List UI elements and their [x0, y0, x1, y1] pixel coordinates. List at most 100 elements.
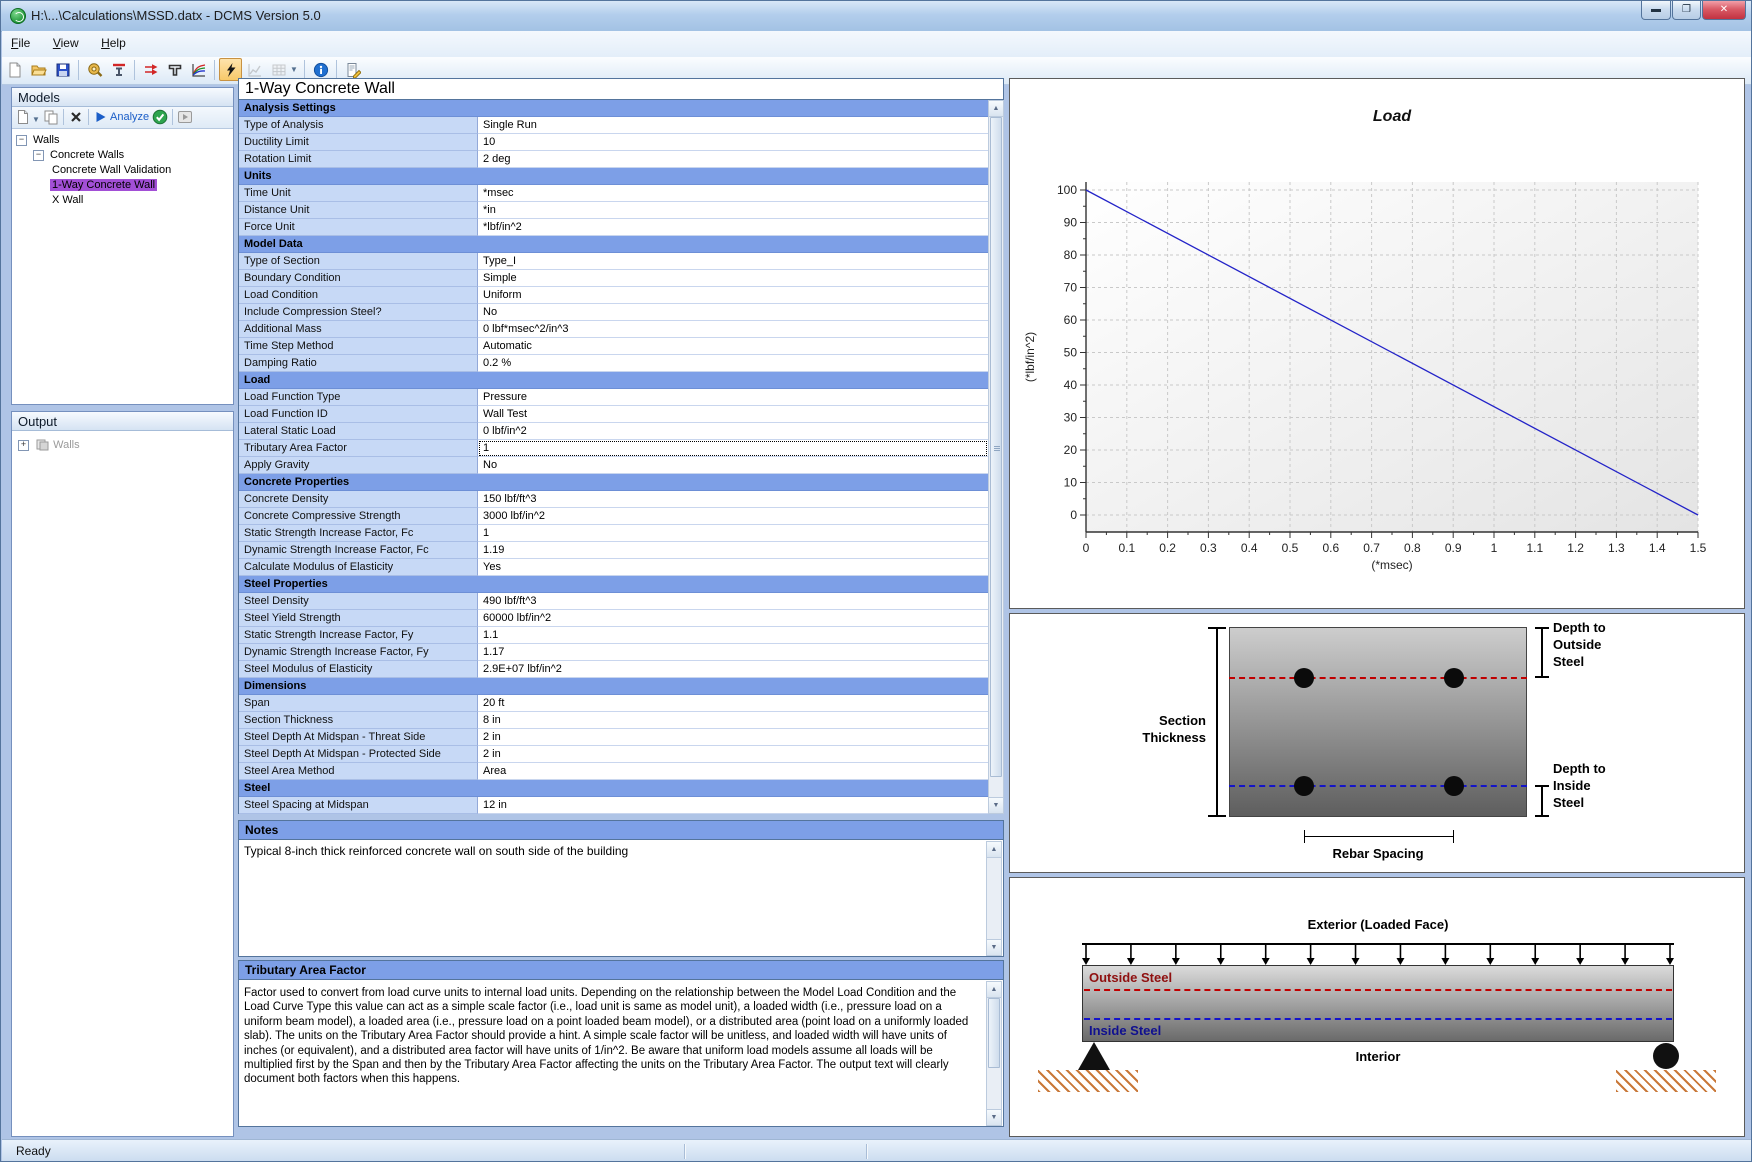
property-label[interactable]: Calculate Modulus of Elasticity — [239, 559, 478, 576]
help-scrollbar[interactable]: ▲ ▼ — [986, 981, 1002, 1126]
collapse-icon[interactable]: − — [16, 135, 27, 146]
property-label[interactable]: Concrete Compressive Strength — [239, 508, 478, 525]
property-value[interactable]: 2 in — [478, 729, 988, 746]
scroll-down-arrow[interactable]: ▼ — [987, 1109, 1001, 1125]
property-value[interactable]: 150 lbf/ft^3 — [478, 491, 988, 508]
load-curves-button[interactable] — [187, 58, 210, 81]
property-value[interactable]: 1 — [478, 440, 988, 457]
collapse-icon[interactable]: − — [33, 150, 44, 161]
property-value[interactable]: 0 lbf*msec^2/in^3 — [478, 321, 988, 338]
menu-help[interactable]: Help — [92, 31, 135, 55]
property-label[interactable]: Damping Ratio — [239, 355, 478, 372]
tree-item-1-way-concrete-wall[interactable]: 1-Way Concrete Wall — [50, 179, 157, 193]
property-value[interactable]: Yes — [478, 559, 988, 576]
property-value[interactable]: 2.9E+07 lbf/in^2 — [478, 661, 988, 678]
property-value[interactable]: Wall Test — [478, 406, 988, 423]
property-value[interactable]: 1.19 — [478, 542, 988, 559]
property-label[interactable]: Type of Section — [239, 253, 478, 270]
property-label[interactable]: Section Thickness — [239, 712, 478, 729]
model-copy-button[interactable] — [42, 108, 60, 126]
property-label[interactable]: Lateral Static Load — [239, 423, 478, 440]
output-tree-item[interactable]: + Walls — [18, 439, 80, 451]
property-value[interactable]: 10 — [478, 134, 988, 151]
property-label[interactable]: Rotation Limit — [239, 151, 478, 168]
property-value[interactable]: 2 deg — [478, 151, 988, 168]
property-value[interactable]: Simple — [478, 270, 988, 287]
notes-scrollbar[interactable]: ▲ ▼ — [986, 841, 1002, 956]
new-document-button[interactable] — [3, 58, 26, 81]
dropdown-caret-icon[interactable]: ▼ — [290, 57, 300, 80]
scroll-down-arrow[interactable]: ▼ — [987, 939, 1001, 955]
validate-check-button[interactable] — [151, 108, 169, 126]
open-file-button[interactable] — [27, 58, 50, 81]
property-value[interactable]: Pressure — [478, 389, 988, 406]
scroll-down-arrow[interactable]: ▼ — [989, 797, 1003, 813]
property-label[interactable]: Tributary Area Factor — [239, 440, 478, 457]
load-arrows-button[interactable] — [139, 58, 162, 81]
model-new-button[interactable] — [14, 108, 32, 126]
analyze-play-button[interactable]: Analyze — [92, 108, 151, 126]
property-label[interactable]: Steel Depth At Midspan - Protected Side — [239, 746, 478, 763]
property-value[interactable]: 3000 lbf/in^2 — [478, 508, 988, 525]
property-label[interactable]: Dynamic Strength Increase Factor, Fc — [239, 542, 478, 559]
scroll-up-arrow[interactable]: ▲ — [987, 842, 1001, 858]
property-value[interactable]: 20 ft — [478, 695, 988, 712]
scrollbar-thumb[interactable] — [990, 117, 1002, 777]
property-label[interactable]: Load Condition — [239, 287, 478, 304]
tree-item-walls[interactable]: −Walls — [16, 134, 61, 148]
property-value[interactable]: Area — [478, 763, 988, 780]
property-label[interactable]: Time Step Method — [239, 338, 478, 355]
property-value[interactable]: Single Run — [478, 117, 988, 134]
property-label[interactable]: Static Strength Increase Factor, Fy — [239, 627, 478, 644]
property-label[interactable]: Distance Unit — [239, 202, 478, 219]
tree-item-x-wall[interactable]: X Wall — [50, 194, 85, 208]
property-value[interactable]: *msec — [478, 185, 988, 202]
scroll-up-arrow[interactable]: ▲ — [987, 982, 1001, 998]
property-label[interactable]: Load Function ID — [239, 406, 478, 423]
property-label[interactable]: Include Compression Steel? — [239, 304, 478, 321]
minimize-button[interactable]: ▬ — [1641, 1, 1671, 20]
section-ibeam-button[interactable] — [107, 58, 130, 81]
units-measure-button[interactable] — [83, 58, 106, 81]
maximize-button[interactable]: ❐ — [1672, 1, 1701, 20]
property-value[interactable]: 1 — [478, 525, 988, 542]
notes-textbox[interactable]: Typical 8-inch thick reinforced concrete… — [238, 840, 1004, 957]
property-label[interactable]: Ductility Limit — [239, 134, 478, 151]
property-label[interactable]: Steel Depth At Midspan - Threat Side — [239, 729, 478, 746]
property-label[interactable]: Steel Spacing at Midspan — [239, 797, 478, 814]
property-value[interactable]: 8 in — [478, 712, 988, 729]
menu-file[interactable]: File — [2, 31, 39, 55]
menu-view[interactable]: View — [44, 31, 88, 55]
property-value[interactable]: Uniform — [478, 287, 988, 304]
property-value[interactable]: Type_I — [478, 253, 988, 270]
property-value[interactable]: 60000 lbf/in^2 — [478, 610, 988, 627]
tree-item-concrete-walls[interactable]: −Concrete Walls — [33, 149, 126, 163]
property-value[interactable]: 1.1 — [478, 627, 988, 644]
property-label[interactable]: Static Strength Increase Factor, Fc — [239, 525, 478, 542]
property-value[interactable]: *in — [478, 202, 988, 219]
property-value[interactable]: 2 in — [478, 746, 988, 763]
tree-item-concrete-wall-validation[interactable]: Concrete Wall Validation — [50, 164, 173, 178]
property-label[interactable]: Load Function Type — [239, 389, 478, 406]
scrollbar-thumb[interactable] — [988, 998, 1000, 1068]
property-label[interactable]: Apply Gravity — [239, 457, 478, 474]
property-label[interactable]: Time Unit — [239, 185, 478, 202]
property-value[interactable]: 0 lbf/in^2 — [478, 423, 988, 440]
property-label[interactable]: Additional Mass — [239, 321, 478, 338]
model-delete-button[interactable] — [67, 108, 85, 126]
property-value[interactable]: 490 lbf/ft^3 — [478, 593, 988, 610]
dropdown-caret-icon[interactable]: ▼ — [32, 107, 42, 130]
property-label[interactable]: Steel Modulus of Elasticity — [239, 661, 478, 678]
property-value[interactable]: 0.2 % — [478, 355, 988, 372]
property-value[interactable]: *lbf/in^2 — [478, 219, 988, 236]
property-label[interactable]: Span — [239, 695, 478, 712]
property-value[interactable]: No — [478, 304, 988, 321]
scroll-up-arrow[interactable]: ▲ — [989, 101, 1003, 117]
property-label[interactable]: Steel Area Method — [239, 763, 478, 780]
title-bar[interactable]: H:\...\Calculations\MSSD.datx - DCMS Ver… — [1, 1, 1752, 32]
property-grid-scrollbar[interactable]: ▲ ▼ — [988, 100, 1004, 814]
expand-icon[interactable]: + — [18, 440, 29, 451]
save-file-button[interactable] — [51, 58, 74, 81]
property-value[interactable]: 12 in — [478, 797, 988, 814]
property-label[interactable]: Force Unit — [239, 219, 478, 236]
